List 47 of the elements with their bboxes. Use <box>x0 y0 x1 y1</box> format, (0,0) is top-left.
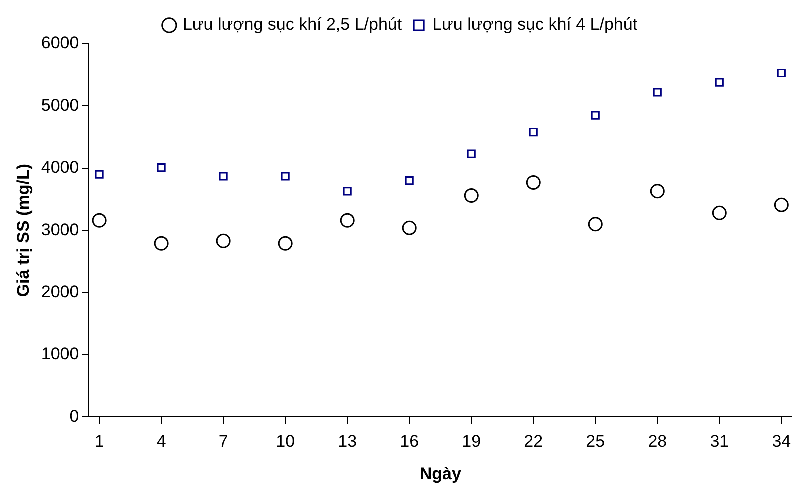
x-tick-label: 7 <box>218 432 228 452</box>
point <box>157 163 166 172</box>
y-tick-label: 3000 <box>41 220 80 240</box>
point <box>712 206 727 220</box>
point <box>92 213 107 228</box>
x-tick-label: 28 <box>648 432 668 452</box>
point <box>653 88 662 97</box>
point <box>402 220 417 236</box>
y-tick-label: 6000 <box>41 34 80 53</box>
x-tick-label: 19 <box>462 432 482 452</box>
point <box>278 236 293 251</box>
point <box>715 78 724 87</box>
point <box>464 188 479 204</box>
y-tick-label: 2000 <box>41 282 80 302</box>
point <box>216 234 231 248</box>
y-tick-label: 4000 <box>41 158 80 178</box>
point <box>777 68 786 78</box>
x-tick-label: 31 <box>710 432 730 452</box>
y-axis-title: Giá trị SS (mg/L) <box>14 164 33 298</box>
x-tick-label: 4 <box>156 432 166 452</box>
point <box>467 150 476 158</box>
y-tick-label: 1000 <box>41 344 80 364</box>
point <box>281 172 290 181</box>
point <box>405 176 414 186</box>
point <box>340 213 355 228</box>
point <box>219 172 228 181</box>
point <box>343 187 352 196</box>
x-tick-label: 22 <box>524 432 544 452</box>
legend-label: Lưu lượng sục khí 2,5 L/phút <box>182 15 402 34</box>
point <box>588 217 603 232</box>
point <box>95 170 104 179</box>
point <box>154 236 169 251</box>
point <box>650 184 665 199</box>
x-tick-label: 13 <box>338 432 358 452</box>
x-tick-label: 25 <box>586 432 606 452</box>
x-tick-label: 10 <box>276 432 296 452</box>
x-tick-label: 16 <box>400 432 420 452</box>
point <box>591 111 600 120</box>
x-tick-label: 34 <box>772 432 792 452</box>
legend-label: Lưu lượng sục khí 4 L/phút <box>432 15 638 34</box>
point <box>774 198 789 212</box>
point <box>529 128 538 137</box>
y-tick-label: 5000 <box>41 96 80 115</box>
point <box>526 175 541 190</box>
x-tick-label: 1 <box>94 432 104 452</box>
y-tick-label: 0 <box>70 406 80 426</box>
x-axis-title: Ngày <box>420 464 462 484</box>
